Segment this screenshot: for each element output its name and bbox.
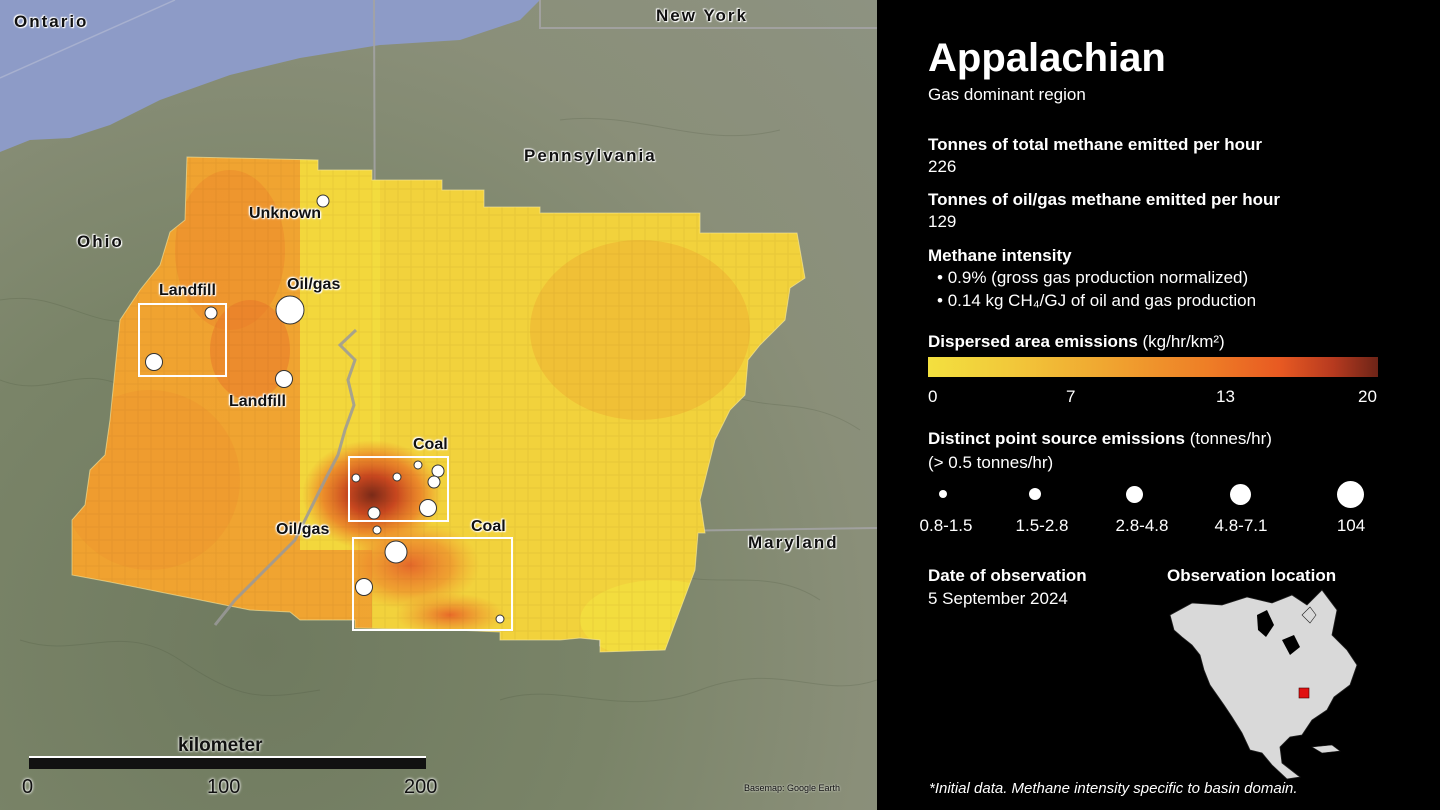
colorbar — [928, 357, 1378, 377]
oilgas-methane-value: 129 — [928, 212, 957, 231]
point-source — [384, 540, 408, 564]
size-legend-label: 1.5-2.8 — [1015, 516, 1069, 535]
place-ontario: Ontario — [14, 12, 89, 31]
intensity-item: • 0.9% (gross gas production normalized) — [937, 268, 1249, 287]
region-title: Appalachian — [928, 36, 1166, 80]
scale-title: kilometer — [178, 735, 263, 756]
landfill-area-box — [138, 303, 227, 377]
observation-location-marker — [1298, 687, 1310, 699]
basemap-credit: Basemap: Google Earth — [744, 783, 841, 793]
point-source — [392, 472, 402, 482]
point-source — [316, 194, 330, 208]
colorbar-tick: 0 — [928, 387, 938, 406]
intensity-label: Methane intensity — [928, 246, 1072, 265]
size-legend-label: 2.8-4.8 — [1115, 516, 1169, 535]
source-label-landfill-east: Landfill — [229, 393, 286, 410]
size-legend-dot — [939, 490, 947, 498]
size-legend-label: 0.8-1.5 — [919, 516, 973, 535]
location-label: Observation location — [1167, 566, 1337, 585]
scale-tick-0: 0 — [22, 776, 34, 798]
source-label-unknown: Unknown — [249, 205, 321, 222]
point-threshold: (> 0.5 tonnes/hr) — [928, 453, 1054, 472]
point-source — [275, 370, 293, 388]
point-source — [495, 614, 505, 624]
point-source — [413, 460, 423, 470]
size-legend-dot — [1126, 486, 1143, 503]
point-source — [427, 475, 441, 489]
size-legend-dot — [1230, 484, 1251, 505]
point-source — [275, 295, 305, 325]
colorbar-tick: 20 — [1358, 387, 1377, 406]
source-label-oilgas-north: Oil/gas — [287, 276, 341, 293]
size-legend-dot — [1337, 481, 1364, 508]
point-source — [204, 306, 218, 320]
total-methane-value: 226 — [928, 157, 957, 176]
source-label-coal-north: Coal — [413, 436, 448, 453]
region-subtitle: Gas dominant region — [928, 85, 1086, 104]
point-source — [419, 499, 437, 517]
coal-area-box-north — [348, 456, 449, 522]
place-maryland: Maryland — [748, 533, 839, 552]
intensity-item: • 0.14 kg CH₄/GJ of oil and gas producti… — [937, 291, 1257, 310]
lake-water — [0, 0, 540, 152]
date-label: Date of observation — [928, 566, 1087, 585]
source-label-coal-south: Coal — [471, 518, 506, 535]
total-methane-label: Tonnes of total methane emitted per hour — [928, 135, 1263, 154]
coal-area-box-south — [352, 537, 513, 631]
source-label-landfill-west: Landfill — [159, 282, 216, 299]
point-source — [355, 578, 373, 596]
colorbar-tick: 7 — [1066, 387, 1076, 406]
colorbar-tick: 13 — [1216, 387, 1235, 406]
ohio-river — [213, 328, 358, 626]
date-value: 5 September 2024 — [928, 589, 1068, 608]
place-ohio: Ohio — [77, 232, 124, 251]
scale-tick-100: 100 — [207, 776, 241, 798]
size-legend-dot — [1029, 488, 1041, 500]
info-panel: Appalachian Gas dominant region Tonnes o… — [877, 0, 1440, 810]
point-source — [351, 473, 361, 483]
dispersed-label: Dispersed area emissions (kg/hr/km²) — [928, 332, 1225, 351]
scale-bar — [29, 758, 426, 769]
point-source — [145, 353, 163, 371]
source-label-oilgas-south: Oil/gas — [276, 521, 330, 538]
point-source-label: Distinct point source emissions (tonnes/… — [928, 429, 1272, 448]
place-new-york: New York — [656, 6, 748, 25]
scale-tick-200: 200 — [404, 776, 438, 798]
north-america-locator-map — [1169, 589, 1358, 780]
point-source — [372, 525, 382, 535]
map-view[interactable]: Ontario New York Pennsylvania Ohio Maryl… — [0, 0, 877, 810]
footnote: *Initial data. Methane intensity specifi… — [929, 780, 1298, 797]
size-legend-label: 104 — [1336, 516, 1366, 535]
map-canvas — [0, 0, 877, 769]
place-pennsylvania: Pennsylvania — [524, 146, 657, 165]
point-source — [431, 464, 445, 478]
oilgas-methane-label: Tonnes of oil/gas methane emitted per ho… — [928, 190, 1281, 209]
point-source — [367, 506, 381, 520]
size-legend-label: 4.8-7.1 — [1214, 516, 1268, 535]
